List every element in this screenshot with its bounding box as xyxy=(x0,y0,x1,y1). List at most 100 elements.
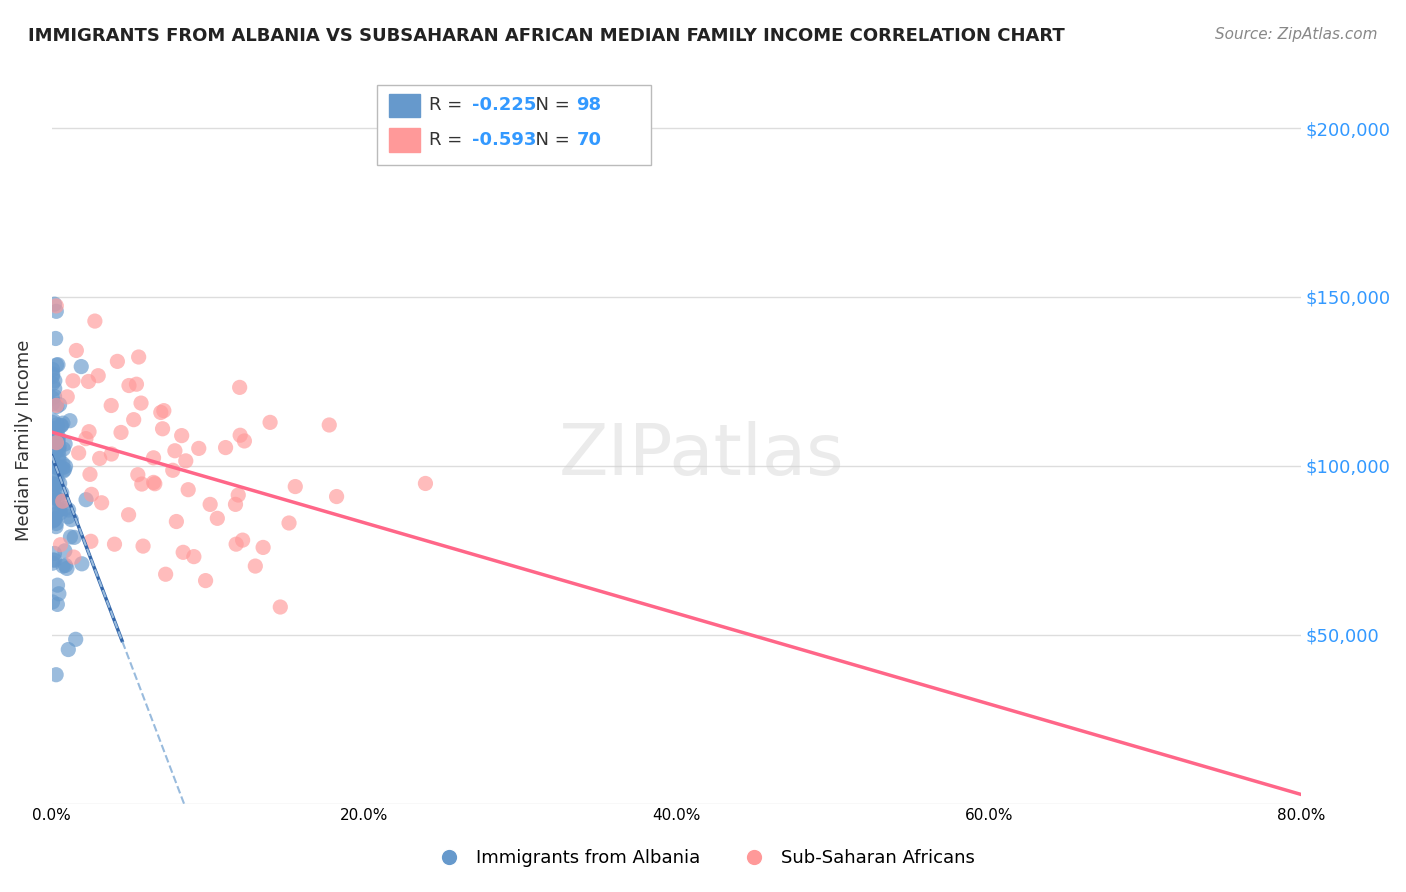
Point xyxy=(41,556,63,570)
Point xyxy=(65,343,87,358)
Point xyxy=(44,512,66,526)
Text: R =: R = xyxy=(429,96,468,114)
Point xyxy=(245,559,267,574)
Point xyxy=(105,354,128,368)
Text: R =: R = xyxy=(429,131,468,149)
Point xyxy=(56,509,79,524)
Point xyxy=(46,492,69,507)
Point xyxy=(51,461,73,475)
Point xyxy=(48,440,70,454)
Point xyxy=(51,486,73,500)
Point xyxy=(48,587,70,601)
Point xyxy=(198,497,221,511)
Text: N =: N = xyxy=(524,96,575,114)
Point xyxy=(46,417,69,432)
Point xyxy=(67,446,90,460)
Point xyxy=(45,667,67,681)
Point xyxy=(214,441,236,455)
Point xyxy=(44,491,66,505)
Point xyxy=(41,367,63,381)
Point xyxy=(55,558,77,573)
Point xyxy=(129,396,152,410)
Point xyxy=(41,422,63,436)
Point xyxy=(53,544,76,558)
Point xyxy=(46,472,69,486)
Text: ZIPatlas: ZIPatlas xyxy=(558,420,844,490)
Point xyxy=(44,546,66,560)
Bar xyxy=(389,95,420,118)
Point xyxy=(142,450,165,465)
Point xyxy=(49,506,72,520)
Point xyxy=(46,578,69,592)
Point xyxy=(42,494,65,508)
Point xyxy=(131,477,153,491)
Point xyxy=(187,442,209,456)
Text: -0.593: -0.593 xyxy=(471,131,536,149)
Point xyxy=(165,515,187,529)
Point xyxy=(194,574,217,588)
Point xyxy=(44,468,66,483)
Point xyxy=(48,442,70,457)
Point xyxy=(41,376,63,391)
Point xyxy=(45,331,67,345)
Bar xyxy=(389,128,420,152)
Point xyxy=(79,467,101,482)
Point xyxy=(172,545,194,559)
Point xyxy=(60,513,83,527)
Point xyxy=(77,425,100,439)
Point xyxy=(45,358,67,372)
Point xyxy=(52,464,75,478)
Point xyxy=(44,432,66,446)
Point xyxy=(48,461,70,475)
Point xyxy=(415,476,437,491)
Point xyxy=(125,377,148,392)
Point xyxy=(118,378,141,392)
Point xyxy=(41,391,63,405)
Point xyxy=(142,475,165,490)
Text: -0.225: -0.225 xyxy=(471,96,536,114)
Text: 70: 70 xyxy=(576,131,602,149)
Point xyxy=(110,425,132,440)
Point xyxy=(183,549,205,564)
Point xyxy=(100,447,122,461)
Point xyxy=(42,514,65,528)
Point xyxy=(163,443,186,458)
Point xyxy=(41,452,63,467)
Point xyxy=(58,642,80,657)
Point xyxy=(207,511,229,525)
Text: N =: N = xyxy=(524,131,575,149)
Point xyxy=(44,483,66,498)
Point xyxy=(75,432,97,446)
Point xyxy=(49,538,72,552)
Point xyxy=(45,299,67,313)
Point xyxy=(56,561,79,575)
Point xyxy=(89,451,111,466)
Text: Source: ZipAtlas.com: Source: ZipAtlas.com xyxy=(1215,27,1378,42)
Point xyxy=(46,358,69,372)
Point xyxy=(44,434,66,448)
Point xyxy=(42,414,65,428)
Point xyxy=(224,497,246,511)
Point xyxy=(75,492,97,507)
Point xyxy=(41,476,63,491)
Point xyxy=(42,459,65,474)
Point xyxy=(44,382,66,396)
Point xyxy=(48,493,70,508)
Point xyxy=(52,457,75,471)
Point xyxy=(42,480,65,494)
Point xyxy=(80,534,103,549)
Point xyxy=(87,368,110,383)
Point xyxy=(77,375,100,389)
Point xyxy=(46,503,69,517)
Point xyxy=(44,508,66,522)
Point xyxy=(46,422,69,436)
Point xyxy=(51,418,73,433)
Point xyxy=(53,462,76,476)
Point xyxy=(55,459,77,474)
Point xyxy=(259,416,281,430)
Point xyxy=(52,416,75,430)
Point xyxy=(233,434,256,448)
Point xyxy=(284,479,307,493)
Point xyxy=(44,297,66,311)
Point xyxy=(162,463,184,477)
